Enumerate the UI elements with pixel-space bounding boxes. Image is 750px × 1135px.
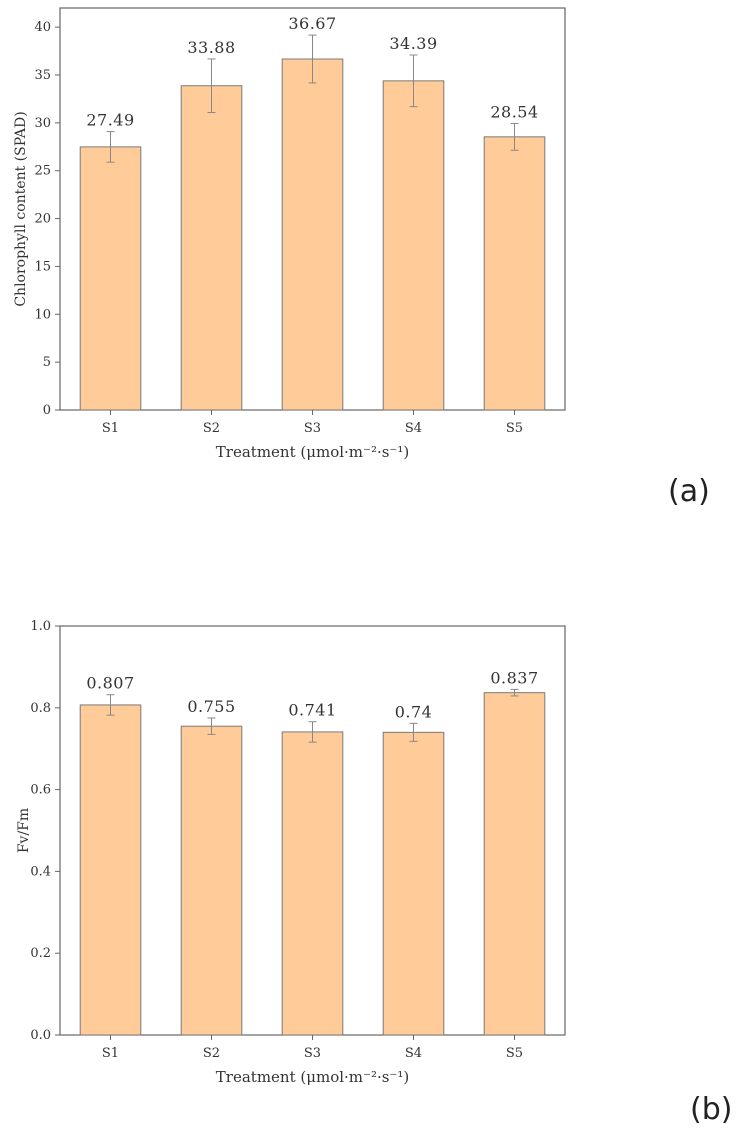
y-tick-label: 0.0 [30,1028,51,1043]
x-axis-label: Treatment (μmol·m⁻²·s⁻¹) [216,443,409,461]
data-label: 34.39 [389,34,437,53]
data-label: 28.54 [490,102,538,121]
data-label: 0.755 [187,697,235,716]
x-tick-label: S2 [203,421,220,436]
bar-s1 [79,704,142,1036]
bar-s2 [180,85,243,411]
x-tick-label: S3 [304,1046,321,1061]
y-tick-label: 0.2 [30,946,51,961]
x-tick-label: S1 [102,1046,119,1061]
x-tick-label: S4 [405,1046,422,1061]
panel-label-b: (b) [690,1092,733,1127]
y-tick-label: 1.0 [30,619,51,634]
x-tick-label: S5 [506,1046,523,1061]
y-tick-label: 25 [34,164,51,179]
y-axis-label: Chlorophyll content (SPAD) [13,111,29,306]
y-tick-label: 0.6 [30,783,51,798]
data-label: 0.74 [395,702,433,721]
data-label: 0.807 [86,674,134,693]
data-label: 27.49 [86,111,134,130]
bar-s3 [281,58,344,411]
y-tick-label: 0.4 [30,864,51,879]
chart-panel-a: 0 5 10 15 20 25 30 35 40 27.49 S1 33.88 S2 36.67 S3 34.… [0,0,750,560]
data-label: 36.67 [288,14,336,33]
data-label: 0.837 [490,668,538,687]
bar-s2 [180,725,243,1036]
y-axis-label: Fv/Fm [16,808,32,853]
data-label: 33.88 [187,38,235,57]
y-tick-label: 10 [34,307,51,322]
bar-s4 [382,80,445,411]
data-label: 0.741 [288,701,336,720]
bar-s1 [79,146,142,411]
y-tick-label: 0 [43,403,51,418]
bar-s5 [483,692,546,1036]
panel-label-a: (a) [668,474,710,509]
bar-s5 [483,136,546,411]
y-tick-label: 40 [34,20,51,35]
y-tick-label: 15 [34,259,51,274]
chart-b-svg: 0.0 0.2 0.4 0.6 0.8 1.0 0.807 S1 0.755 S2 0.741 S3 0… [16,619,566,1086]
x-tick-label: S2 [203,1046,220,1061]
x-tick-label: S4 [405,421,422,436]
chart-a-svg: 0 5 10 15 20 25 30 35 40 27.49 S1 33.88 S2 36.67 S3 34.… [13,7,566,461]
y-tick-label: 30 [34,116,51,131]
y-tick-label: 20 [34,212,51,227]
chart-panel-b: 0.0 0.2 0.4 0.6 0.8 1.0 0.807 S1 0.755 S2 0.741 S3 0… [0,580,750,1135]
x-tick-label: S5 [506,421,523,436]
bar-s3 [281,731,344,1036]
bar-s4 [382,731,445,1036]
y-tick-label: 35 [34,68,51,83]
y-tick-label: 0.8 [30,701,51,716]
x-tick-label: S3 [304,421,321,436]
y-tick-label: 5 [43,355,51,370]
x-tick-label: S1 [102,421,119,436]
x-axis-label: Treatment (μmol·m⁻²·s⁻¹) [216,1068,409,1086]
